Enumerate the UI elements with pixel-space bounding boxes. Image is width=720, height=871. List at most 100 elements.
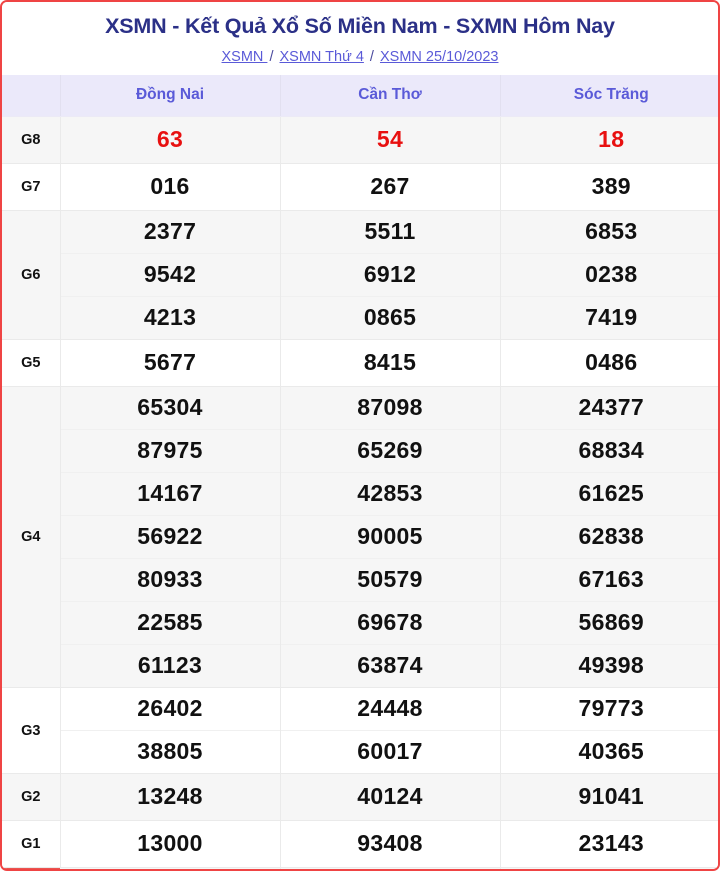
prize-value-cell: 0486	[500, 339, 718, 387]
prize-number: 60017	[357, 738, 423, 765]
prize-value-cell: 61123	[60, 644, 281, 688]
prize-value-cell: 38805	[60, 730, 281, 774]
table-row: G7 016 267 389	[2, 163, 718, 211]
prize-value-cell: 93408	[280, 820, 501, 868]
prize-value-cell: 300191	[500, 867, 718, 869]
prize-number: 49398	[578, 652, 644, 679]
prize-value-cell: 24448	[280, 687, 501, 731]
prize-number: 389	[591, 173, 631, 200]
prize-value-cell: 65269	[280, 429, 501, 473]
prize-number: 38805	[137, 738, 203, 765]
prize-value-cell: 7419	[500, 296, 718, 340]
prize-number: 0865	[363, 304, 417, 331]
breadcrumb: XSMN / XSMN Thứ 4 / XSMN 25/10/2023	[12, 49, 708, 66]
prize-value-cell: 5677	[60, 339, 281, 387]
prize-label-g8: G8	[2, 116, 61, 164]
prize-number: 016	[150, 173, 190, 200]
prize-value-cell: 50579	[280, 558, 501, 602]
prize-value-cell: 13000	[60, 820, 281, 868]
breadcrumb-item-xsmn[interactable]: XSMN	[221, 48, 268, 65]
prize-value-cell: 80933	[60, 558, 281, 602]
prize-number: 87975	[137, 437, 203, 464]
prize-number: 90005	[357, 523, 423, 550]
prize-number: 8415	[363, 349, 417, 376]
prize-value-cell: 40365	[500, 730, 718, 774]
breadcrumb-separator: /	[269, 48, 274, 65]
prize-number: 22585	[137, 609, 203, 636]
prize-number: 56922	[137, 523, 203, 550]
prize-number: 6912	[363, 261, 417, 288]
prize-value-cell: 14167	[60, 472, 281, 516]
breadcrumb-item-date[interactable]: XSMN 25/10/2023	[379, 48, 499, 65]
prize-label-g4: G4	[2, 386, 61, 688]
prize-number: 42853	[357, 480, 423, 507]
table-row: ĐB111270935145300191	[2, 867, 718, 869]
header-prize-column	[2, 75, 61, 118]
prize-value-cell: 6912	[280, 253, 501, 297]
prize-value-cell: 935145	[280, 867, 501, 869]
table-row: 87975 65269 68834	[2, 429, 718, 473]
prize-number: 5677	[143, 349, 197, 376]
prize-value-cell: 016	[60, 163, 281, 211]
prize-value-cell: 90005	[280, 515, 501, 559]
table-row: 80933 50579 67163	[2, 558, 718, 602]
table-row: G2 13248 40124 91041	[2, 773, 718, 821]
table-row: G6 2377 5511 6853	[2, 210, 718, 340]
prize-value-cell: 67163	[500, 558, 718, 602]
table-row: G3 26402 24448 79773	[2, 687, 718, 774]
prize-number: 9542	[143, 261, 197, 288]
prize-number: 13000	[137, 830, 203, 857]
prize-number: 61625	[578, 480, 644, 507]
prize-number: 18	[598, 126, 625, 153]
prize-value-cell: 5511	[280, 210, 501, 254]
prize-value-cell: 111270	[60, 867, 281, 869]
prize-value-cell: 13248	[60, 773, 281, 821]
prize-number: 40124	[357, 783, 423, 810]
prize-value-cell: 49398	[500, 644, 718, 688]
prize-number: 24448	[357, 695, 423, 722]
page-title: XSMN - Kết Quả Xổ Số Miền Nam - SXMN Hôm…	[105, 14, 615, 38]
prize-number: 5511	[364, 218, 416, 245]
breadcrumb-item-weekday[interactable]: XSMN Thứ 4	[279, 48, 364, 65]
prize-number: 2377	[143, 218, 197, 245]
prize-value-cell: 56922	[60, 515, 281, 559]
prize-number: 80933	[137, 566, 203, 593]
table-row: G5 5677 8415 0486	[2, 339, 718, 387]
prize-value-cell: 22585	[60, 601, 281, 645]
prize-number: 6853	[585, 218, 638, 245]
prize-value-cell: 18	[500, 116, 718, 164]
prize-number: 62838	[578, 523, 644, 550]
table-row: 9542 6912 0238	[2, 253, 718, 297]
prize-value-cell: 87098	[280, 386, 501, 430]
prize-number: 63874	[357, 652, 423, 679]
prize-number: 0486	[585, 349, 638, 376]
prize-number: 13248	[137, 783, 203, 810]
prize-value-cell: 6853	[500, 210, 718, 254]
prize-value-cell: 2377	[60, 210, 281, 254]
prize-number: 63	[156, 126, 184, 153]
table-header-row: Đồng Nai Cần Thơ Sóc Trăng	[2, 75, 718, 118]
prize-value-cell: 267	[280, 163, 501, 211]
prize-label-g6: G6	[2, 210, 61, 340]
table-row: G8 63 54 18	[2, 116, 718, 164]
prize-number: 26402	[137, 695, 203, 722]
prize-value-cell: 24377	[500, 386, 718, 430]
prize-value-cell: 54	[280, 116, 501, 164]
prize-value-cell: 0865	[280, 296, 501, 340]
prize-value-cell: 9542	[60, 253, 281, 297]
prize-number: 69678	[357, 609, 423, 636]
prize-number: 68834	[578, 437, 644, 464]
table-body: G8 63 54 18 G7 016 267 389 G6 2377 5511 6853 9542 691…	[2, 116, 718, 869]
prize-value-cell: 56869	[500, 601, 718, 645]
table-row: 38805 60017 40365	[2, 730, 718, 774]
prize-value-cell: 63874	[280, 644, 501, 688]
prize-label-g5: G5	[2, 339, 61, 387]
prize-label-g1: G1	[2, 820, 61, 868]
prize-number: 0238	[585, 261, 638, 288]
table-row: 4213 0865 7419	[2, 296, 718, 340]
prize-number: 91041	[578, 783, 644, 810]
prize-number: 54	[376, 126, 404, 153]
prize-value-cell: 87975	[60, 429, 281, 473]
prize-value-cell: 65304	[60, 386, 281, 430]
